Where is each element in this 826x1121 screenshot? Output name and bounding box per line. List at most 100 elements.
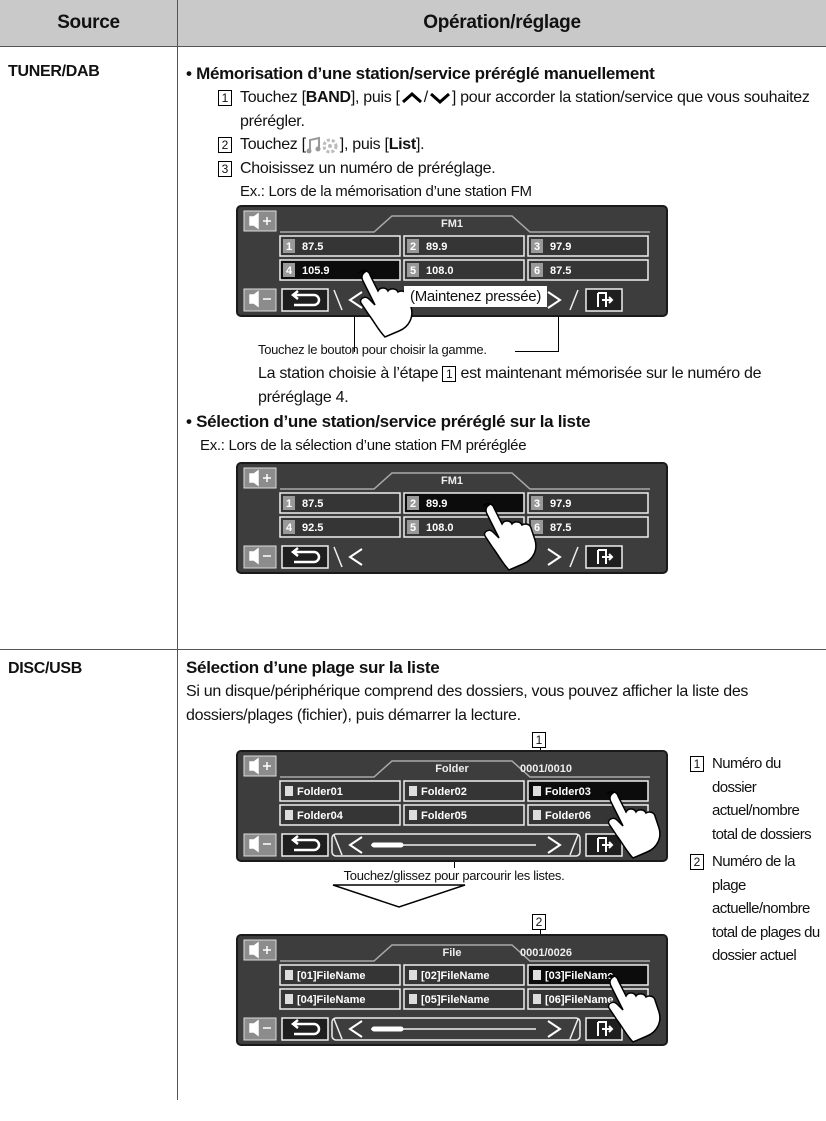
- item-text: Folder01: [297, 786, 343, 798]
- list-item: [279, 259, 401, 281]
- item-icon: [533, 970, 541, 980]
- preset-number-box: [283, 496, 295, 510]
- list-item: [279, 235, 401, 257]
- row-divider: [0, 649, 826, 650]
- item-text: [04]FileName: [297, 994, 365, 1006]
- step-text: ], puis [: [350, 89, 400, 106]
- list-item: [403, 492, 525, 514]
- tab-outline: [280, 944, 650, 962]
- exit-icon: [597, 549, 614, 564]
- preset-number: 4: [286, 265, 293, 277]
- volume-up-button: [243, 210, 277, 232]
- item-text: Folder05: [421, 810, 467, 822]
- screen: File 0001/0026 [01]FileName [02]FileName [03…: [236, 934, 668, 1046]
- section-title: Sélection d’une plage sur la liste: [186, 658, 440, 677]
- result-text: est maintenant mémorisée sur le numéro d…: [258, 365, 762, 406]
- preset-number-box: [407, 239, 419, 253]
- divider: [569, 1018, 579, 1040]
- next-button: [547, 291, 562, 309]
- list-item: [403, 259, 525, 281]
- screen-label: FM1: [441, 475, 463, 487]
- hold-note: (Maintenez pressée): [404, 286, 548, 307]
- list-item: [527, 259, 649, 281]
- hand-icon: [605, 974, 661, 1043]
- preset-number-box: [283, 520, 295, 534]
- result-text: La station choisie à l’étape: [258, 365, 439, 382]
- divider: [333, 289, 343, 311]
- divider: [333, 834, 343, 856]
- note-number: 2: [690, 854, 704, 870]
- preset-number: 6: [534, 522, 540, 534]
- screen-label: Folder: [435, 763, 469, 775]
- tab-outline: [280, 215, 650, 233]
- screen: FM1 1 87.5 2 89.9 3 97.9 4 105.9 5 108.0 6 87.5: [236, 205, 668, 338]
- callout-line: [515, 351, 558, 352]
- callout-text: Touchez le bouton pour choisir la gamme.: [258, 342, 487, 357]
- item-text: [02]FileName: [421, 970, 489, 982]
- next-button: [547, 1020, 562, 1038]
- header-operation: Opération/réglage: [423, 12, 581, 33]
- scroll-note: Touchez/glissez pour parcourir les liste…: [343, 868, 565, 883]
- item-text: Folder02: [421, 786, 467, 798]
- callout-line: [354, 311, 355, 352]
- preset-number-box: [531, 520, 543, 534]
- list-item: [527, 235, 649, 257]
- prev-button: [348, 1020, 363, 1038]
- item-icon: [533, 994, 541, 1004]
- preset-number: 1: [286, 241, 292, 253]
- list-item: [403, 235, 525, 257]
- callout-number: 1: [532, 732, 546, 748]
- list-item: [279, 804, 401, 826]
- item-icon: [285, 970, 293, 980]
- note-text: Numéro de la plage actuelle/nombre total…: [712, 853, 820, 964]
- item-icon: [533, 786, 541, 796]
- preset-frequency: 87.5: [550, 265, 571, 277]
- preset-frequency: 87.5: [550, 522, 571, 534]
- step-ref: 1: [442, 365, 457, 382]
- note-text: Numéro du dossier actuel/nombre total de…: [712, 755, 812, 843]
- back-button: [281, 833, 329, 857]
- item-icon: [285, 786, 293, 796]
- preset-number-box: [407, 263, 419, 277]
- volume-down-button: [243, 1017, 277, 1041]
- preset-frequency: 97.9: [550, 498, 571, 510]
- list-item: [279, 780, 401, 802]
- step-number: 2: [218, 137, 232, 153]
- next-button: [547, 548, 562, 566]
- callout-line: [454, 858, 455, 868]
- volume-up-button: [243, 755, 277, 777]
- volume-icon: [249, 835, 271, 853]
- preset-number-box: [283, 263, 295, 277]
- header-source: Source: [57, 12, 120, 33]
- note: 2 Numéro de la plage actuelle/nombre tota…: [690, 850, 824, 968]
- screen: FM1 1 87.5 2 89.9 3 97.9 4 92.5 5 108.0 6 87.5: [236, 462, 668, 574]
- step-text: ] pour accorder la station/service que v…: [240, 89, 810, 130]
- section-title-text: Sélection d’une station/service préréglé…: [196, 412, 591, 431]
- volume-icon: [249, 757, 271, 775]
- preset-frequency: 97.9: [550, 241, 571, 253]
- note-number: 1: [690, 756, 704, 772]
- step-text: Touchez [: [240, 136, 306, 153]
- prev-button: [348, 548, 363, 566]
- back-icon: [290, 835, 321, 852]
- step: 1 Touchez [BAND], puis [/] pour accorder…: [218, 86, 820, 133]
- preset-number: 2: [410, 241, 416, 253]
- note: 1 Numéro du dossier actuel/nombre total d…: [690, 752, 824, 846]
- callout-line: [558, 311, 559, 352]
- preset-number: 2: [410, 498, 416, 510]
- item-icon: [409, 810, 417, 820]
- preset-frequency: 108.0: [426, 265, 454, 277]
- item-icon: [409, 970, 417, 980]
- section-title: • Sélection d’une station/service prérég…: [186, 412, 591, 431]
- divider: [569, 289, 579, 311]
- callout-number: 2: [532, 914, 546, 930]
- item-text: Folder06: [545, 810, 591, 822]
- result: La station choisie à l’étape 1 est maint…: [258, 362, 818, 409]
- volume-up-button: [243, 467, 277, 489]
- item-icon: [409, 994, 417, 1004]
- prev-button: [348, 291, 363, 309]
- source-label: DISC/USB: [8, 660, 83, 677]
- preset-number: 1: [286, 498, 292, 510]
- list-item: [527, 492, 649, 514]
- preset-frequency: 105.9: [302, 265, 330, 277]
